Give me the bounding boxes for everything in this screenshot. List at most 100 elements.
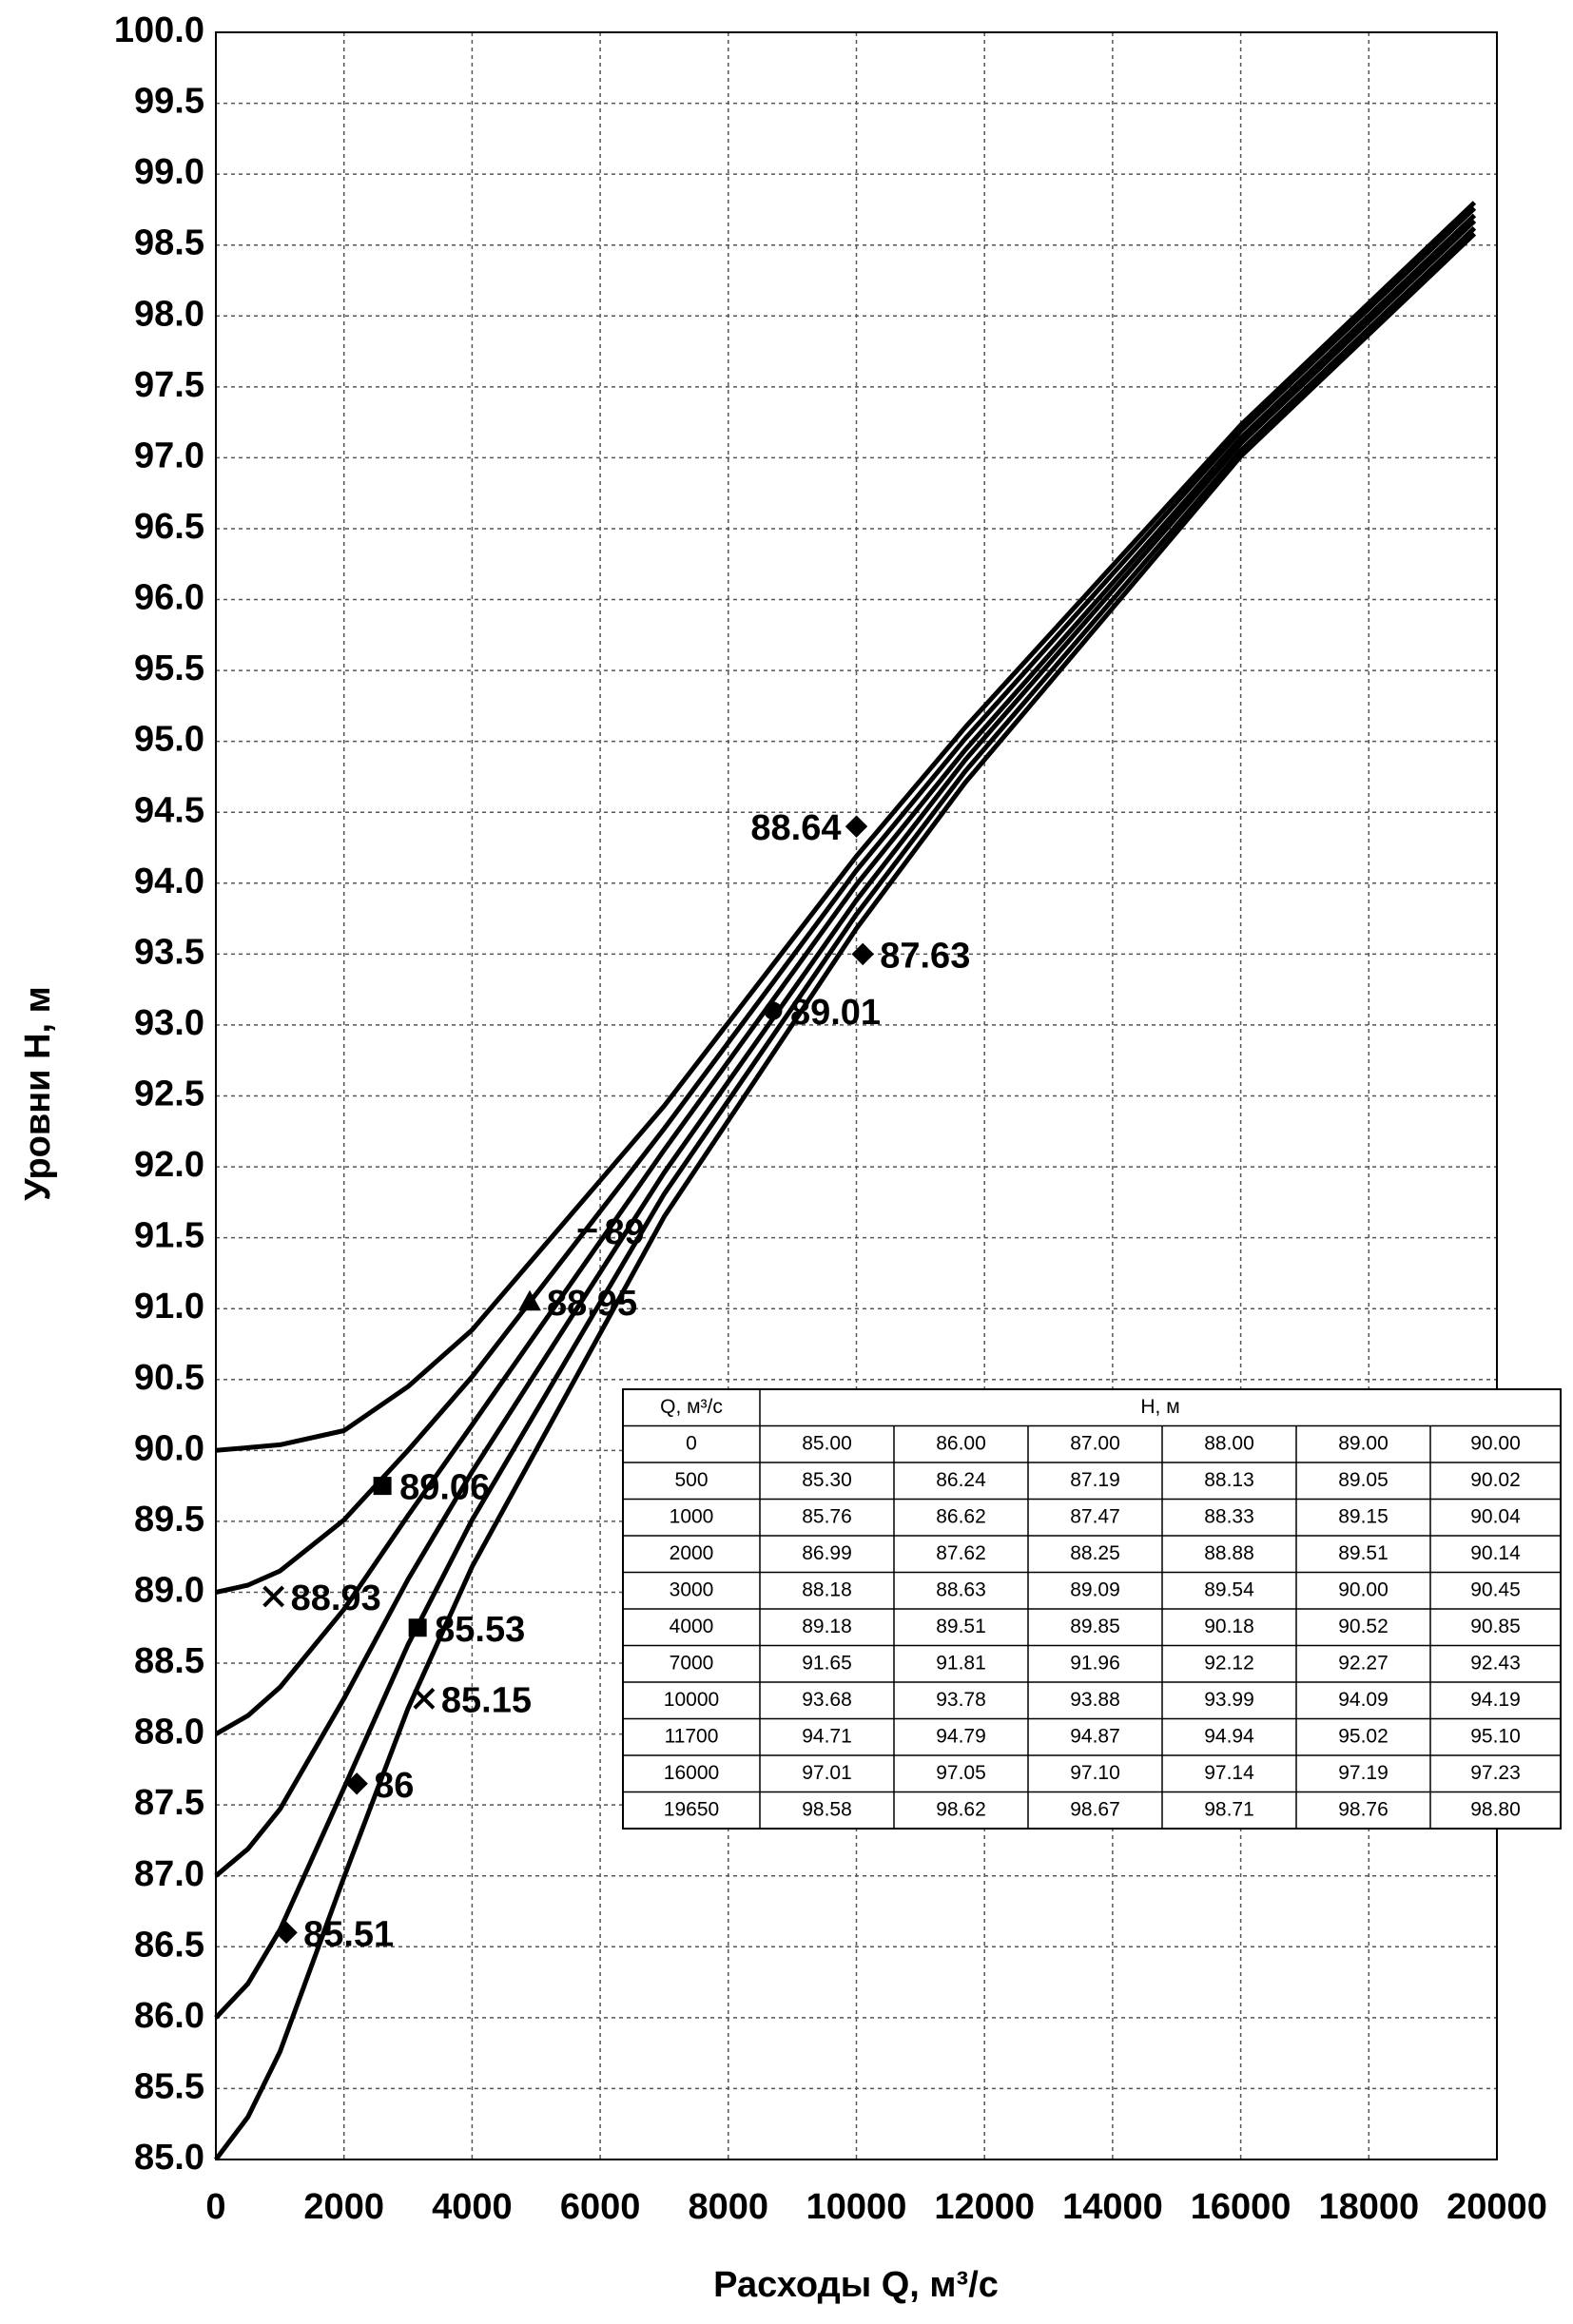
- table-cell: 90.00: [1338, 1578, 1389, 1600]
- table-cell: 88.13: [1204, 1469, 1254, 1491]
- series-line: [214, 213, 1477, 1736]
- y-tick-label: 88.0: [134, 1713, 204, 1753]
- y-tick-label: 98.0: [134, 294, 204, 334]
- series-line: [215, 201, 1477, 1453]
- y-tick-label: 90.5: [134, 1358, 204, 1398]
- table-cell: 95.10: [1470, 1725, 1521, 1747]
- table-cell: 94.19: [1470, 1689, 1521, 1711]
- table-cell: 90.85: [1470, 1616, 1521, 1637]
- x-tick-label: 14000: [1062, 2187, 1163, 2227]
- table-cell: 89.00: [1338, 1432, 1389, 1454]
- y-tick-label: 88.5: [134, 1641, 204, 1681]
- observation-label: 85.51: [303, 1914, 394, 1954]
- table-cell: 11700: [665, 1725, 719, 1747]
- table-cell: 88.18: [802, 1578, 852, 1600]
- y-tick-label: 94.5: [134, 790, 204, 830]
- x-tick-label: 2000: [303, 2187, 384, 2227]
- table-cell: 90.45: [1470, 1578, 1521, 1600]
- table-cell: 97.05: [936, 1762, 986, 1784]
- table-cell: 97.19: [1338, 1762, 1389, 1784]
- observation-label: 89.01: [790, 993, 881, 1033]
- table-cell: 91.96: [1070, 1652, 1120, 1674]
- y-tick-label: 93.0: [134, 1003, 204, 1043]
- table-cell: 89.85: [1070, 1616, 1120, 1637]
- y-tick-label: 85.5: [134, 2066, 204, 2106]
- table-cell: 85.30: [802, 1469, 852, 1491]
- y-tick-label: 96.5: [134, 507, 204, 547]
- observation-label: 86: [374, 1766, 414, 1806]
- table-cell: 89.51: [1338, 1542, 1389, 1564]
- table-cell: 89.15: [1338, 1505, 1389, 1527]
- x-tick-label: 16000: [1191, 2187, 1291, 2227]
- table-cell: 98.67: [1070, 1798, 1120, 1820]
- observation-marker: [345, 1772, 368, 1795]
- table-cell: 16000: [664, 1762, 719, 1784]
- observation-marker: [408, 1618, 427, 1637]
- observation-marker: [518, 1289, 541, 1311]
- table-cell: 90.04: [1470, 1505, 1521, 1527]
- table-cell: 91.81: [936, 1652, 986, 1674]
- table-cell: 95.02: [1338, 1725, 1389, 1747]
- x-tick-label: 20000: [1447, 2187, 1547, 2227]
- y-tick-label: 97.0: [134, 436, 204, 475]
- table-cell: 98.76: [1338, 1798, 1389, 1820]
- table-cell: 92.12: [1204, 1652, 1254, 1674]
- table-cell: 94.87: [1070, 1725, 1120, 1747]
- table-cell: 90.18: [1204, 1616, 1254, 1637]
- table-cell: 87.47: [1070, 1505, 1120, 1527]
- table-cell: 93.68: [802, 1689, 852, 1711]
- y-tick-label: 92.0: [134, 1145, 204, 1185]
- table-cell: 87.62: [936, 1542, 986, 1564]
- table-cell: 87.19: [1070, 1469, 1120, 1491]
- x-tick-label: 6000: [560, 2187, 641, 2227]
- table-cell: 86.62: [936, 1505, 986, 1527]
- table-cell: 89.18: [802, 1616, 852, 1637]
- observation-label: 88.95: [547, 1284, 637, 1324]
- table-cell: 500: [674, 1469, 708, 1491]
- y-tick-label: 86.0: [134, 1996, 204, 2036]
- table-cell: 90.02: [1470, 1469, 1521, 1491]
- table-cell: 88.88: [1204, 1542, 1254, 1564]
- observation-label: 88.93: [291, 1578, 381, 1618]
- table-cell: 88.63: [936, 1578, 986, 1600]
- table-cell: 94.79: [936, 1725, 986, 1747]
- series-line: [215, 206, 1477, 1595]
- table-cell: 97.23: [1470, 1762, 1521, 1784]
- table-cell: 85.76: [802, 1505, 852, 1527]
- y-tick-label: 86.5: [134, 1925, 204, 1965]
- x-tick-label: 0: [205, 2187, 225, 2227]
- observation-label: 89: [605, 1212, 645, 1252]
- y-tick-label: 95.5: [134, 649, 204, 688]
- observation-marker: [373, 1477, 392, 1496]
- table-cell: 90.52: [1338, 1616, 1389, 1637]
- y-tick-label: 89.0: [134, 1570, 204, 1610]
- table-cell: 19650: [664, 1798, 719, 1820]
- x-tick-label: 4000: [432, 2187, 513, 2227]
- y-tick-label: 94.0: [134, 862, 204, 901]
- table-cell: 93.99: [1204, 1689, 1254, 1711]
- y-tick-label: 99.0: [134, 152, 204, 192]
- observation-marker: [275, 1921, 298, 1945]
- table-cell: 97.14: [1204, 1762, 1254, 1784]
- observation-label: 85.15: [441, 1680, 532, 1720]
- y-tick-label: 100.0: [114, 10, 204, 50]
- x-tick-label: 10000: [806, 2187, 907, 2227]
- table-cell: 91.65: [802, 1652, 852, 1674]
- table-cell: 90.14: [1470, 1542, 1521, 1564]
- observation-marker: [764, 1001, 783, 1020]
- x-tick-label: 12000: [934, 2187, 1035, 2227]
- observation-label: 87.63: [880, 936, 970, 976]
- y-tick-label: 92.5: [134, 1075, 204, 1114]
- series-line: [214, 225, 1477, 2020]
- y-tick-label: 97.5: [134, 365, 204, 405]
- y-tick-label: 87.0: [134, 1854, 204, 1894]
- y-tick-label: 91.0: [134, 1287, 204, 1327]
- y-tick-label: 93.5: [134, 932, 204, 972]
- table-header: Q, м³/с: [660, 1396, 723, 1418]
- table-cell: 92.27: [1338, 1652, 1389, 1674]
- table-cell: 97.01: [802, 1762, 852, 1784]
- y-tick-label: 89.5: [134, 1500, 204, 1540]
- y-tick-label: 98.5: [134, 223, 204, 263]
- series-line: [214, 219, 1477, 1878]
